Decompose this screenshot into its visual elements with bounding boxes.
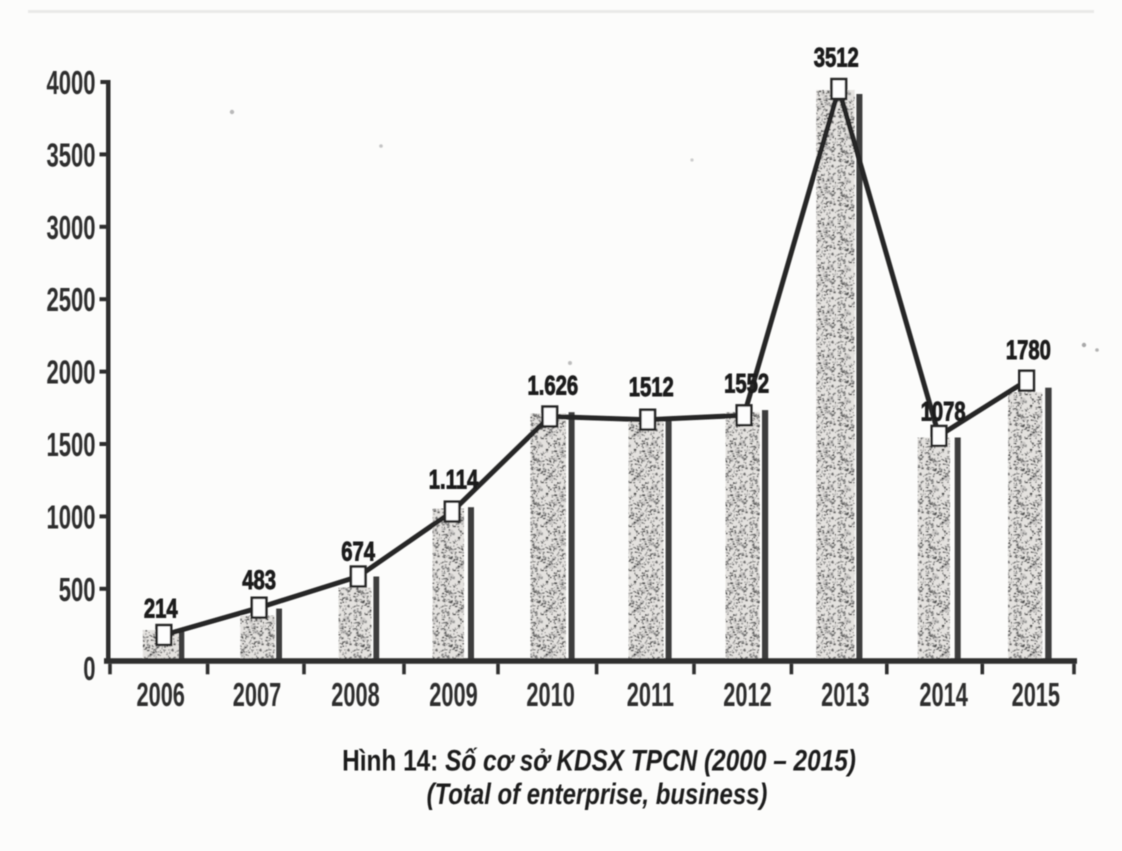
svg-text:483: 483 xyxy=(242,565,276,596)
svg-text:0: 0 xyxy=(83,651,95,687)
svg-text:4000: 4000 xyxy=(46,65,95,101)
svg-text:3000: 3000 xyxy=(46,209,95,245)
svg-text:(Total of enterprise, business: (Total of enterprise, business) xyxy=(427,776,768,810)
svg-text:2013: 2013 xyxy=(821,676,869,713)
svg-text:500: 500 xyxy=(59,571,96,607)
svg-text:1512: 1512 xyxy=(629,372,674,403)
svg-text:2000: 2000 xyxy=(46,354,95,390)
svg-text:214: 214 xyxy=(144,594,178,625)
svg-text:2007: 2007 xyxy=(233,676,281,713)
svg-text:674: 674 xyxy=(341,537,375,568)
svg-text:3512: 3512 xyxy=(814,43,859,74)
svg-text:1552: 1552 xyxy=(724,369,769,400)
svg-text:1000: 1000 xyxy=(46,499,95,535)
svg-text:2014: 2014 xyxy=(919,676,968,713)
svg-text:1078: 1078 xyxy=(921,397,966,428)
svg-text:2015: 2015 xyxy=(1012,676,1060,713)
svg-text:2006: 2006 xyxy=(136,676,184,713)
svg-text:1500: 1500 xyxy=(46,427,95,463)
svg-text:3500: 3500 xyxy=(46,137,95,173)
svg-text:2009: 2009 xyxy=(429,676,477,713)
svg-text:1.626: 1.626 xyxy=(527,371,578,402)
svg-text:2500: 2500 xyxy=(46,282,95,318)
svg-text:2010: 2010 xyxy=(526,676,574,713)
svg-text:Hình 14: Số cơ sở KDSX TPCN (2: Hình 14: Số cơ sở KDSX TPCN (2000 – 2015… xyxy=(342,743,856,777)
svg-text:1780: 1780 xyxy=(1006,335,1051,366)
svg-text:2008: 2008 xyxy=(331,676,379,713)
svg-text:2012: 2012 xyxy=(723,676,771,713)
svg-text:2011: 2011 xyxy=(627,676,674,713)
svg-text:1.114: 1.114 xyxy=(429,465,479,496)
